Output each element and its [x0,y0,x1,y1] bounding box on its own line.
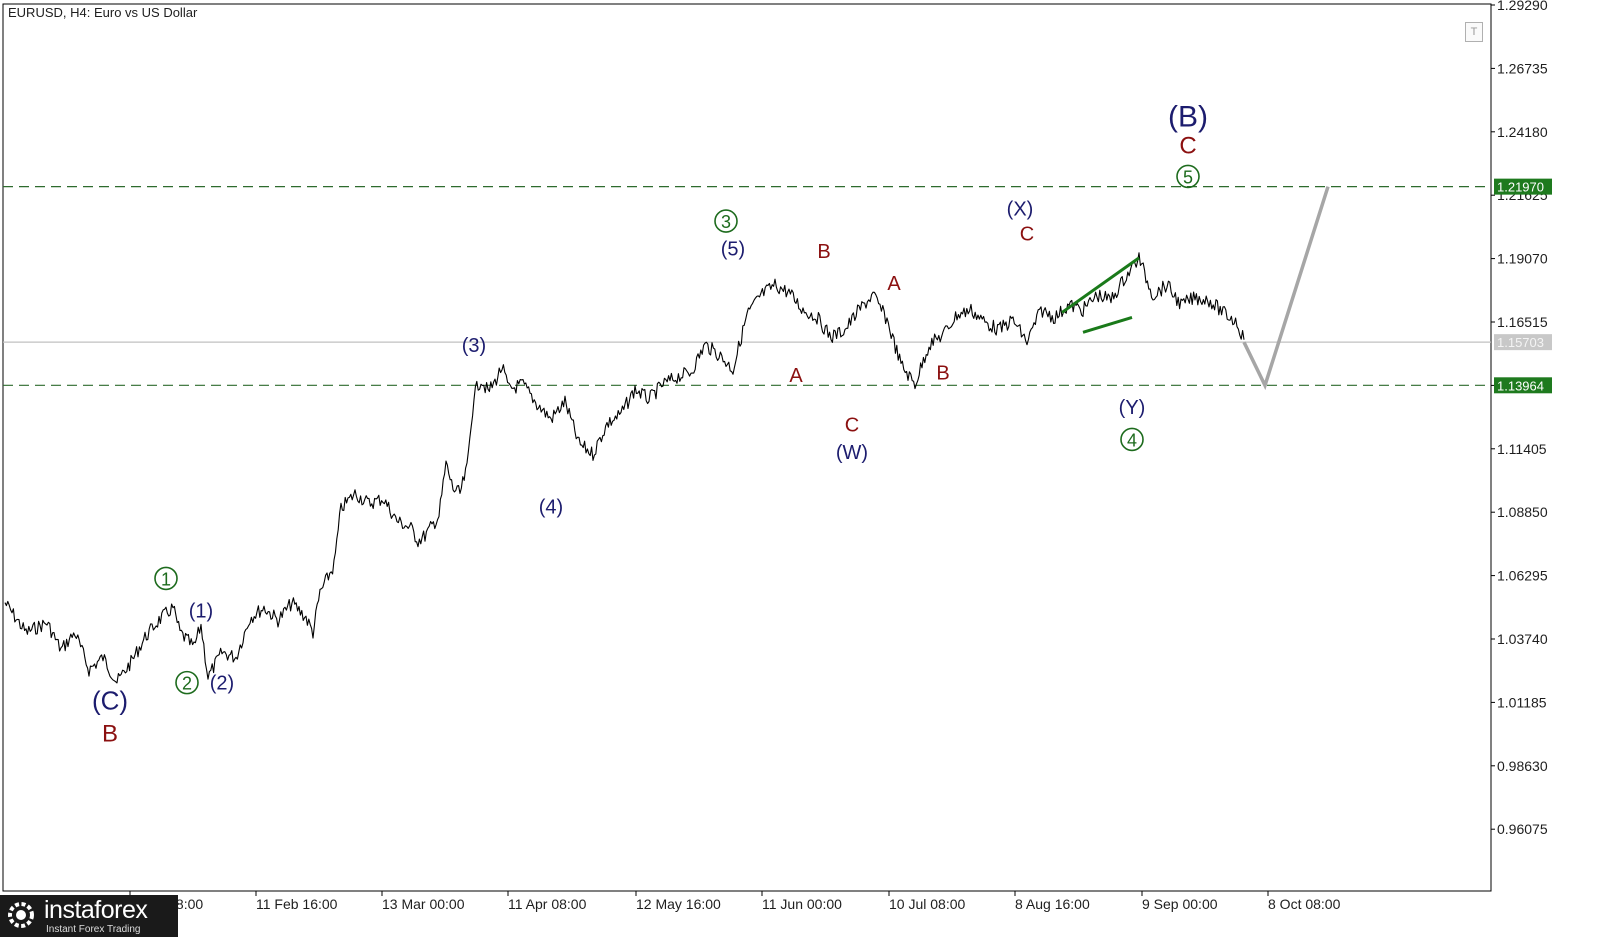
wave-label-text: 2 [182,674,192,694]
badge-background [1494,334,1552,351]
wave-label-text: 3 [721,212,731,232]
y-tick-label: 1.29290 [1497,0,1548,13]
price-series [4,252,1245,684]
wave-label: (3) [462,335,486,357]
wave-label: (W) [836,442,868,464]
x-tick-label: 8 Oct 08:00 [1268,896,1341,912]
badge-price-text: 1.15703 [1497,335,1544,350]
y-tick-label: 1.24180 [1497,124,1548,140]
watermark-brand: instaforex [44,896,148,924]
wave-label: A [887,273,901,295]
wave-label: B [102,721,118,748]
badge-background [1494,178,1552,195]
watermark-tagline: Instant Forex Trading [46,924,141,935]
current-price-badge: 1.15703 [1494,334,1552,351]
y-axis: 1.292901.267351.241801.216251.190701.165… [1491,0,1548,837]
y-tick-label: 1.01185 [1497,694,1547,710]
x-tick-label: 9 Sep 00:00 [1142,896,1218,912]
level-price-badge: 1.13964 [1494,377,1552,394]
wave-labels: (C)B1(1)2 (2)(3)(4)3(5) BAC(W)AB(X)C(Y)4(B… [92,100,1208,747]
instaforex-watermark: instaforex Instant Forex Trading [0,895,178,937]
x-tick-label: 12 May 16:00 [636,896,721,912]
x-tick-label: 10 Jul 08:00 [889,896,965,912]
wave-label: (C) [92,685,128,715]
wave-label-circle [175,670,199,695]
y-tick-label: 1.03740 [1497,631,1548,647]
y-tick-label: 1.06295 [1497,568,1548,584]
wave-label: B [817,241,830,263]
y-tick-label: 1.26735 [1497,60,1548,76]
y-tick-label: 0.98630 [1497,758,1548,774]
one-click-trade-button[interactable]: T [1465,22,1483,42]
circled-wave-label: 1 [154,566,178,591]
y-tick-label: 1.11405 [1497,441,1547,457]
x-tick-label: 11 Apr 08:00 [508,896,587,912]
wave-label: C [1020,223,1034,245]
wave-projection-path [1242,186,1330,391]
wave-label: (Y) [1119,397,1146,419]
y-tick-label: 1.16515 [1497,314,1548,330]
wave-label-circle [154,566,178,591]
level-price-badge: 1.21970 [1494,178,1552,195]
x-tick-label: 8 Aug 16:00 [1015,896,1090,912]
triangle-upper-line [1061,256,1140,314]
wave-label: (4) [539,496,563,518]
wave-label: (5) [721,238,745,260]
circled-wave-label: 4 [1120,427,1144,452]
wave-label: (2) [210,673,234,695]
eurusd-price-line [4,252,1245,684]
wave-label: C [845,415,859,437]
badge-price-text: 1.21970 [1497,180,1544,195]
price-badges: 1.21970 1.13964 1.15703 [1494,178,1552,394]
drawing-overlays [1061,186,1330,391]
wave-label: A [789,365,803,387]
badge-price-text: 1.13964 [1497,378,1544,393]
circled-wave-label: 2 [175,670,199,695]
badge-background [1494,377,1552,394]
wave-label: (B) [1168,100,1208,133]
y-tick-label: 0.96075 [1497,821,1548,837]
chart-title: EURUSD, H4: Euro vs US Dollar [8,5,198,20]
x-tick-label: 13 Mar 00:00 [382,896,465,912]
y-tick-label: 1.19070 [1497,251,1548,267]
x-tick-label: 11 Feb 16:00 [256,896,338,912]
wave-label: (X) [1007,199,1034,221]
y-tick-label: 1.08850 [1497,504,1548,520]
circled-wave-label: 3 [714,209,738,233]
wave-label-circle [1120,427,1144,452]
triangle-lower-line [1082,315,1133,334]
wave-label-text: 4 [1127,430,1137,450]
wave-label: C [1179,133,1196,160]
wave-label-text: 1 [161,569,171,589]
wave-label: (1) [189,601,213,623]
plot-border [2,3,1492,892]
wave-label-text: 5 [1183,167,1193,187]
gear-logo-icon [8,902,34,928]
wave-label-circle [714,209,738,233]
wave-label: B [936,362,949,384]
circled-wave-label: 5 [1176,164,1200,189]
level-lines [3,186,1491,386]
wave-label-circle [1176,164,1200,189]
x-tick-label: 11 Jun 00:00 [762,896,842,912]
